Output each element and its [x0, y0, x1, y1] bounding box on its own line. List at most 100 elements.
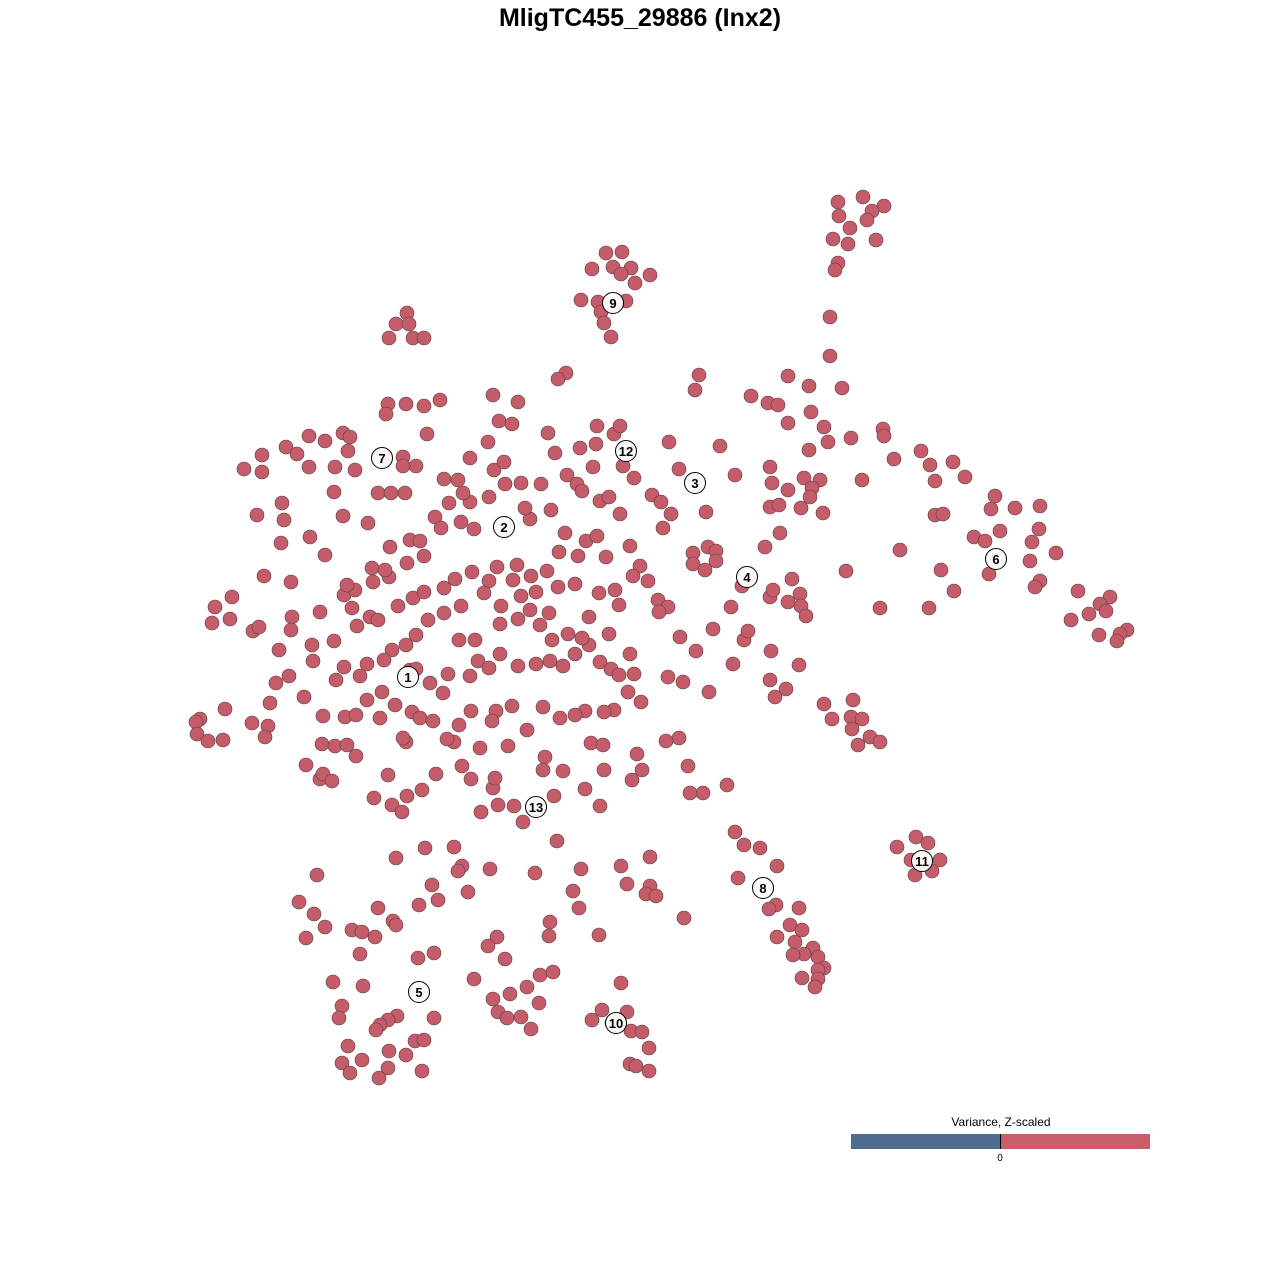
- data-point: [541, 928, 557, 944]
- data-point: [838, 563, 854, 579]
- data-point: [598, 245, 614, 261]
- data-point: [921, 600, 937, 616]
- data-point: [892, 542, 908, 558]
- data-point: [641, 1063, 657, 1079]
- data-point: [533, 476, 549, 492]
- data-point: [344, 600, 360, 616]
- data-point: [859, 212, 875, 228]
- cluster-label-text: 12: [619, 444, 633, 459]
- data-point: [769, 858, 785, 874]
- data-point: [778, 681, 794, 697]
- data-point: [1091, 627, 1107, 643]
- data-point: [601, 626, 617, 642]
- cluster-label-text: 8: [759, 881, 766, 896]
- data-point: [291, 894, 307, 910]
- data-point: [510, 658, 526, 674]
- data-point: [542, 914, 558, 930]
- data-point: [527, 865, 543, 881]
- data-point: [730, 870, 746, 886]
- data-point: [625, 568, 641, 584]
- data-point: [542, 653, 558, 669]
- data-point: [489, 559, 505, 575]
- data-point: [493, 598, 509, 614]
- data-point: [492, 616, 508, 632]
- data-point: [426, 1010, 442, 1026]
- data-point: [428, 766, 444, 782]
- data-point: [933, 562, 949, 578]
- data-point: [370, 900, 386, 916]
- data-point: [399, 555, 415, 571]
- data-point: [540, 425, 556, 441]
- data-point: [708, 553, 724, 569]
- data-point: [522, 602, 538, 618]
- cluster-label: 5: [408, 981, 430, 1003]
- data-point: [551, 544, 567, 560]
- data-point: [855, 189, 871, 205]
- data-point: [325, 974, 341, 990]
- data-point: [315, 708, 331, 724]
- data-point: [348, 748, 364, 764]
- data-point: [276, 512, 292, 528]
- data-point: [845, 692, 861, 708]
- data-point: [572, 440, 588, 456]
- data-point: [339, 577, 355, 593]
- data-point: [513, 1009, 529, 1025]
- data-point: [584, 1012, 600, 1028]
- data-point: [359, 692, 375, 708]
- data-point: [798, 608, 814, 624]
- data-point: [326, 633, 342, 649]
- data-point: [842, 220, 858, 236]
- data-point: [992, 523, 1008, 539]
- data-point: [342, 429, 358, 445]
- cluster-label-text: 3: [691, 476, 698, 491]
- data-point: [368, 1022, 384, 1038]
- data-point: [490, 797, 506, 813]
- data-point: [284, 609, 300, 625]
- data-point: [532, 617, 548, 633]
- data-point: [289, 446, 305, 462]
- data-point: [725, 656, 741, 672]
- data-point: [771, 497, 787, 513]
- data-point: [672, 629, 688, 645]
- data-point: [487, 770, 503, 786]
- data-point: [830, 194, 846, 210]
- data-point: [581, 609, 597, 625]
- data-point: [573, 861, 589, 877]
- data-point: [500, 738, 516, 754]
- data-point: [567, 707, 583, 723]
- data-point: [314, 736, 330, 752]
- cluster-label-circle: [371, 447, 393, 469]
- data-point: [462, 668, 478, 684]
- data-point: [589, 418, 605, 434]
- data-point: [695, 785, 711, 801]
- data-point: [354, 1052, 370, 1068]
- data-point: [876, 428, 892, 444]
- data-point: [408, 458, 424, 474]
- data-point: [560, 626, 576, 642]
- data-point: [278, 439, 294, 455]
- data-point: [1022, 553, 1038, 569]
- data-point: [642, 849, 658, 865]
- data-point: [200, 733, 216, 749]
- data-point: [592, 798, 608, 814]
- data-point: [816, 419, 832, 435]
- data-point: [957, 469, 973, 485]
- data-point: [691, 367, 707, 383]
- data-point: [439, 731, 455, 747]
- color-scale-zero-tick: [1000, 1134, 1001, 1149]
- data-point: [620, 684, 636, 700]
- data-point: [889, 839, 905, 855]
- data-point: [473, 804, 489, 820]
- data-point: [682, 785, 698, 801]
- data-point: [472, 740, 488, 756]
- data-point: [567, 576, 583, 592]
- data-point: [360, 515, 376, 531]
- data-point: [531, 995, 547, 1011]
- data-point: [426, 945, 442, 961]
- data-point: [762, 459, 778, 475]
- data-point: [844, 721, 860, 737]
- data-point: [302, 529, 318, 545]
- data-point: [629, 746, 645, 762]
- data-point: [395, 458, 411, 474]
